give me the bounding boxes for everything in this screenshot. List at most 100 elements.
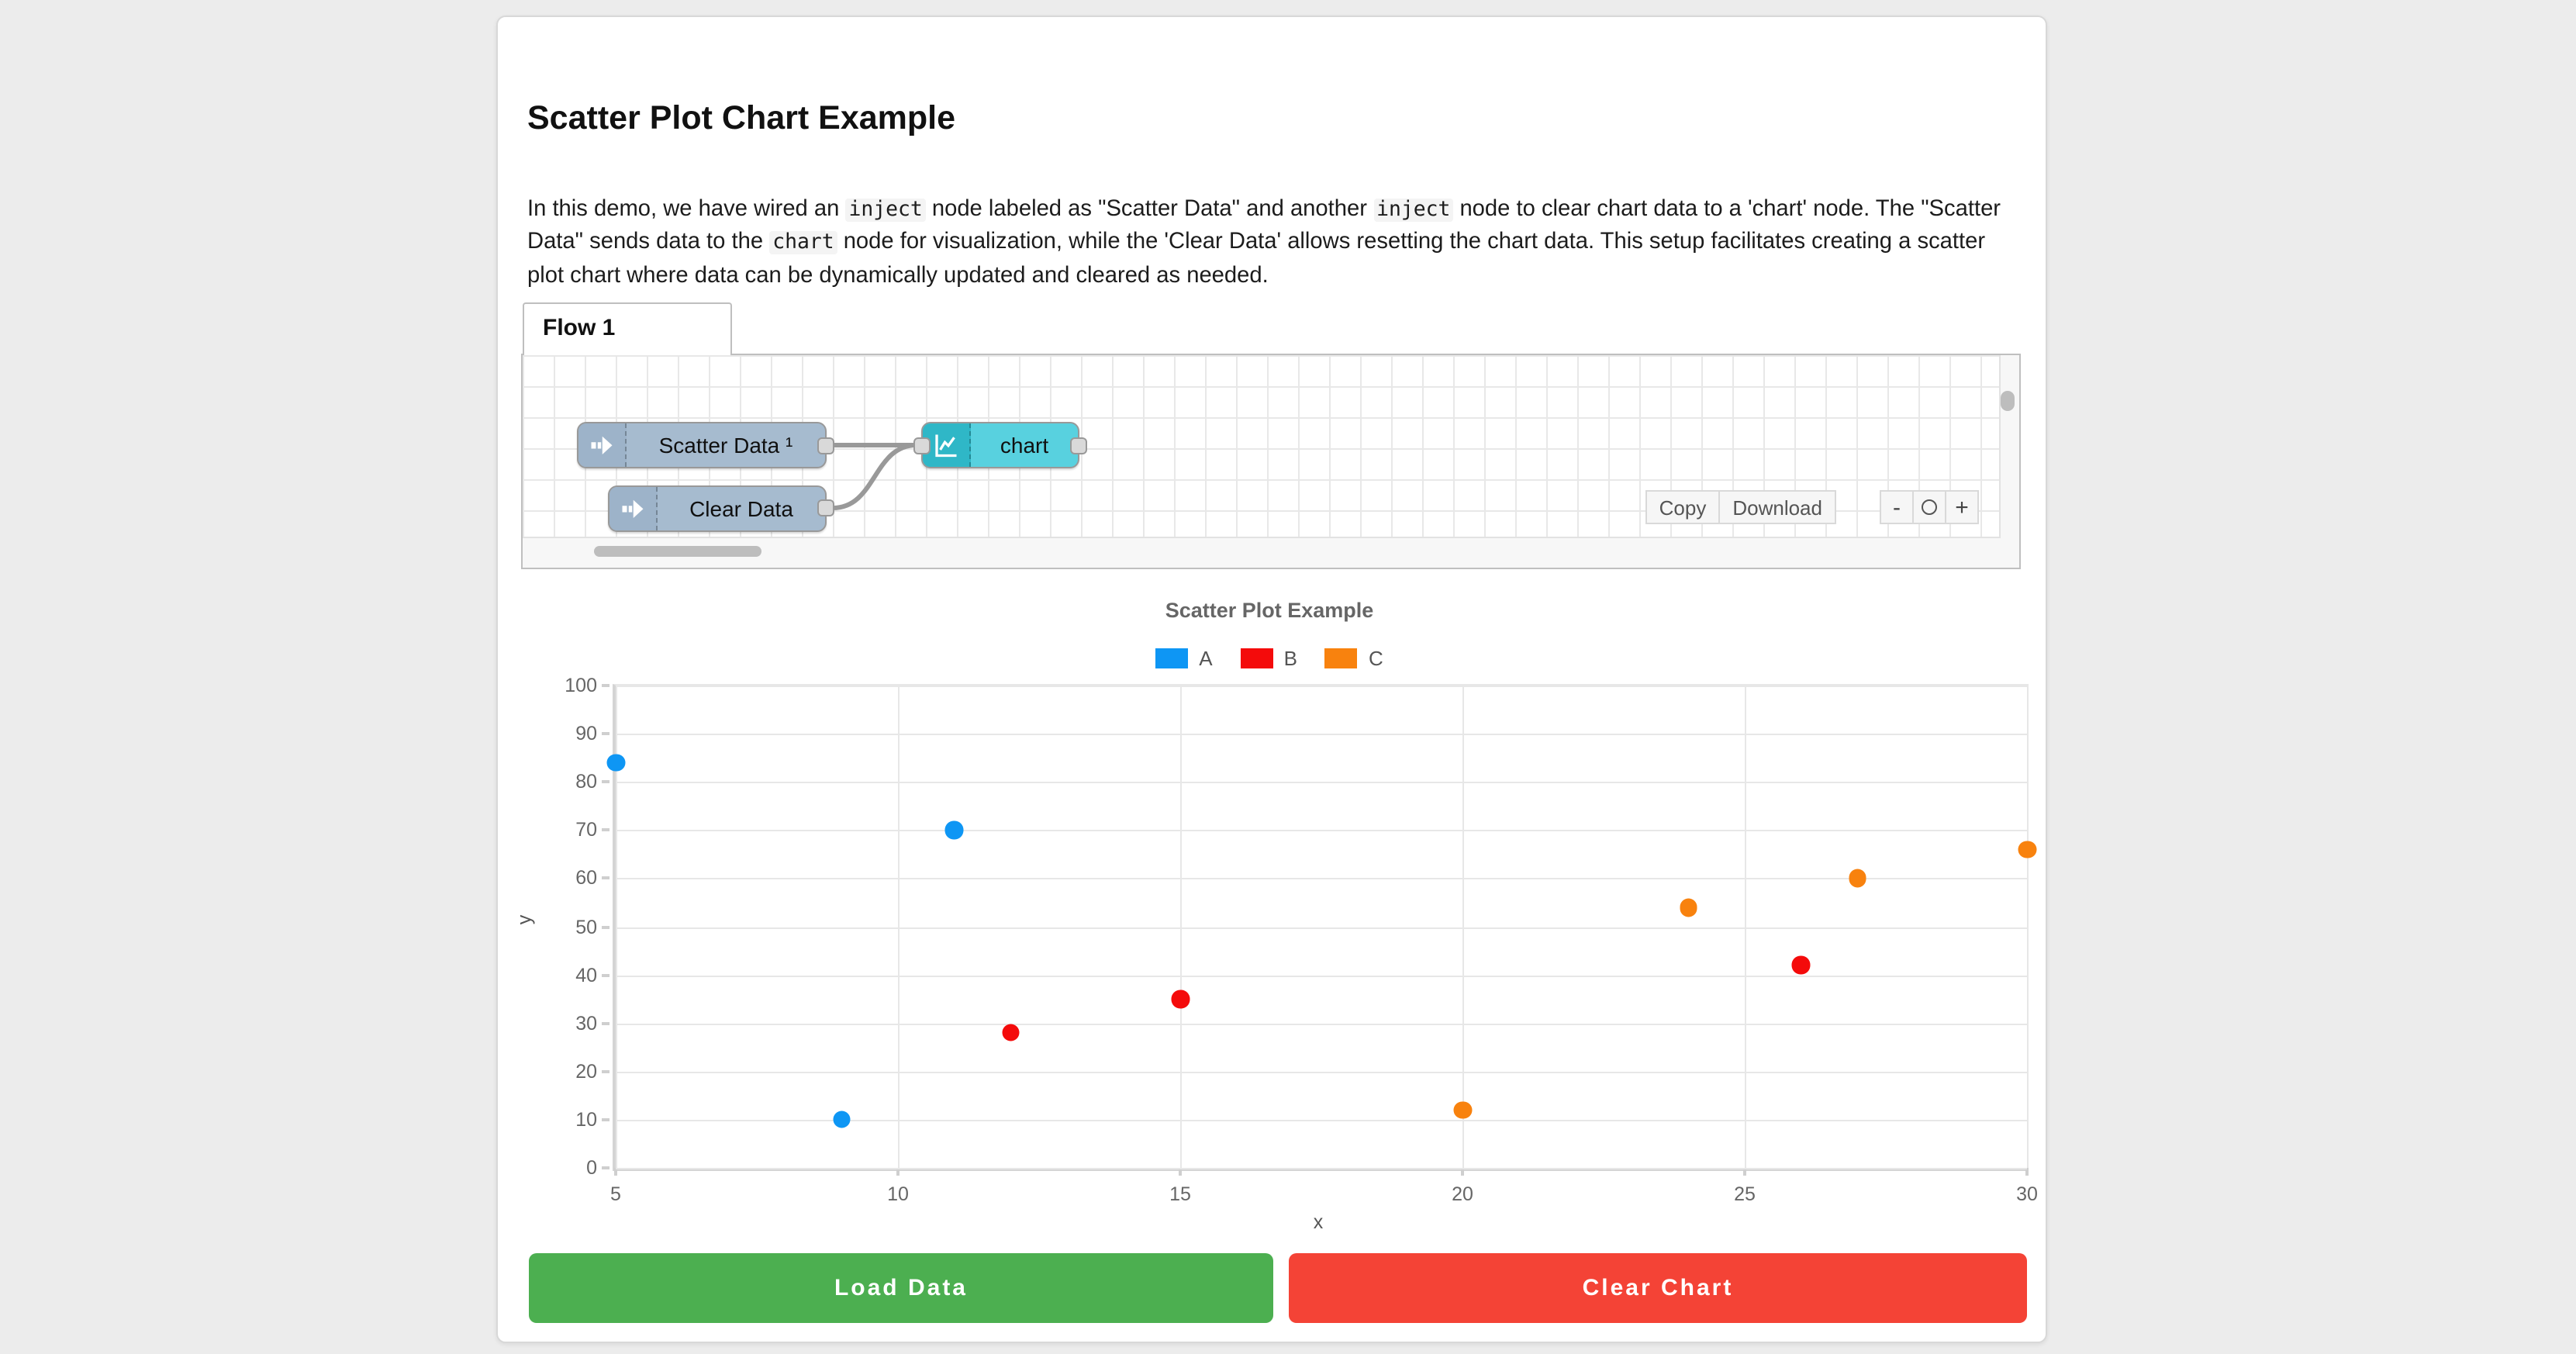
flow-editor-panel: Scatter Data ¹ Clear Data: [521, 354, 2021, 569]
output-port[interactable]: [817, 437, 834, 454]
chart-legend: A B C: [513, 647, 2025, 670]
legend-label: B: [1283, 647, 1297, 670]
horizontal-scrollbar[interactable]: [594, 546, 761, 557]
input-port[interactable]: [913, 437, 931, 454]
description-text: node for visualization, while the 'Clear…: [527, 230, 1986, 288]
y-tick-label: 60: [575, 867, 597, 889]
line-chart-icon: [923, 423, 971, 467]
chart-plot-area: 5 10 15 20 25 30 0 10 20 30 40 50 60 70 80 90 100: [565, 675, 2038, 1205]
clear-chart-button[interactable]: Clear Chart: [1289, 1253, 2027, 1323]
legend-swatch: [1240, 648, 1273, 668]
y-tick-label: 10: [575, 1108, 597, 1131]
node-label: Clear Data: [689, 496, 793, 520]
y-gridline: [616, 686, 2027, 687]
content-card: Scatter Plot Chart Example In this demo,…: [496, 16, 2047, 1343]
node-label: Scatter Data ¹: [658, 433, 793, 458]
y-tick: [602, 780, 609, 784]
copy-button[interactable]: Copy: [1645, 490, 1721, 524]
y-tick: [602, 876, 609, 880]
y-tick: [602, 684, 609, 687]
y-gridline: [616, 1119, 2027, 1121]
inline-code: inject: [1373, 198, 1454, 222]
inline-code: chart: [769, 231, 837, 255]
zoom-in-button[interactable]: +: [1945, 490, 1979, 524]
y-tick: [602, 1021, 609, 1025]
output-port[interactable]: [817, 499, 834, 516]
data-point-B: [1002, 1024, 1020, 1042]
node-label: chart: [1000, 433, 1049, 458]
y-gridline: [616, 782, 2027, 784]
y-tick: [602, 828, 609, 832]
flow-canvas[interactable]: Scatter Data ¹ Clear Data: [523, 355, 2001, 538]
x-tick: [614, 1168, 617, 1176]
description-text: In this demo, we have wired an: [527, 196, 846, 222]
y-gridline: [616, 734, 2027, 736]
data-point-B: [1171, 990, 1190, 1008]
inline-code: inject: [845, 198, 926, 222]
vertical-scrollbar[interactable]: [2001, 391, 2015, 411]
x-tick: [2025, 1168, 2029, 1176]
x-tick: [1179, 1168, 1182, 1176]
x-tick-label: 10: [887, 1183, 909, 1205]
output-port[interactable]: [1070, 437, 1087, 454]
data-point-A: [945, 821, 964, 840]
y-tick-label: 0: [586, 1157, 597, 1179]
legend-label: C: [1368, 647, 1383, 670]
page-title: Scatter Plot Chart Example: [527, 99, 956, 136]
load-data-button[interactable]: Load Data: [529, 1253, 1273, 1323]
y-tick: [602, 925, 609, 928]
y-gridline: [616, 975, 2027, 977]
y-tick-label: 90: [575, 723, 597, 745]
description-text: node to clear chart data to a 'chart' no…: [527, 196, 2001, 255]
chart-title: Scatter Plot Example: [1165, 599, 1374, 622]
y-gridline: [616, 1023, 2027, 1025]
y-tick-label: 100: [565, 675, 597, 696]
legend-item-A[interactable]: A: [1155, 647, 1213, 670]
download-button[interactable]: Download: [1718, 490, 1836, 524]
y-gridline: [616, 1168, 2027, 1169]
zoom-out-button[interactable]: -: [1880, 490, 1914, 524]
y-tick-label: 50: [575, 916, 597, 938]
data-point-C: [1849, 869, 1867, 888]
legend-item-B[interactable]: B: [1240, 647, 1297, 670]
y-axis-title: y: [513, 914, 536, 925]
legend-swatch: [1155, 648, 1189, 668]
node-scatter-data[interactable]: Scatter Data ¹: [577, 422, 834, 468]
x-tick-label: 15: [1169, 1183, 1191, 1205]
x-tick: [1743, 1168, 1746, 1176]
data-point-A: [606, 754, 625, 772]
data-point-C: [1453, 1100, 1472, 1119]
x-tick: [896, 1168, 900, 1176]
zoom-reset-button[interactable]: [1912, 490, 1946, 524]
x-tick-label: 5: [610, 1183, 621, 1205]
x-tick: [1461, 1168, 1464, 1176]
y-tick: [602, 1069, 609, 1073]
y-tick-label: 30: [575, 1012, 597, 1034]
data-point-C: [1679, 898, 1697, 917]
legend-label: A: [1199, 647, 1213, 670]
y-gridline: [616, 1071, 2027, 1073]
zoom-reset-icon: [1922, 499, 1937, 515]
y-tick: [602, 1166, 609, 1169]
y-tick-label: 80: [575, 771, 597, 793]
description-text: node labeled as "Scatter Data" and anoth…: [925, 196, 1374, 222]
y-tick: [602, 973, 609, 977]
x-axis-title: x: [1313, 1211, 1324, 1233]
data-point-C: [2018, 840, 2036, 858]
y-tick-label: 40: [575, 964, 597, 986]
node-chart[interactable]: chart: [913, 422, 1087, 468]
tab-flow-1[interactable]: Flow 1: [523, 302, 732, 355]
node-clear-data[interactable]: Clear Data: [608, 485, 834, 531]
flow-tab-label: Flow 1: [543, 315, 616, 341]
y-tick: [602, 732, 609, 736]
y-tick-label: 70: [575, 819, 597, 841]
inject-icon: [609, 486, 658, 530]
y-gridline: [616, 830, 2027, 832]
x-tick-label: 30: [2016, 1183, 2038, 1205]
y-gridline: [616, 927, 2027, 928]
legend-item-C[interactable]: C: [1324, 647, 1383, 670]
y-tick-label: 20: [575, 1060, 597, 1083]
x-tick-label: 20: [1452, 1183, 1473, 1205]
y-gridline: [616, 878, 2027, 880]
